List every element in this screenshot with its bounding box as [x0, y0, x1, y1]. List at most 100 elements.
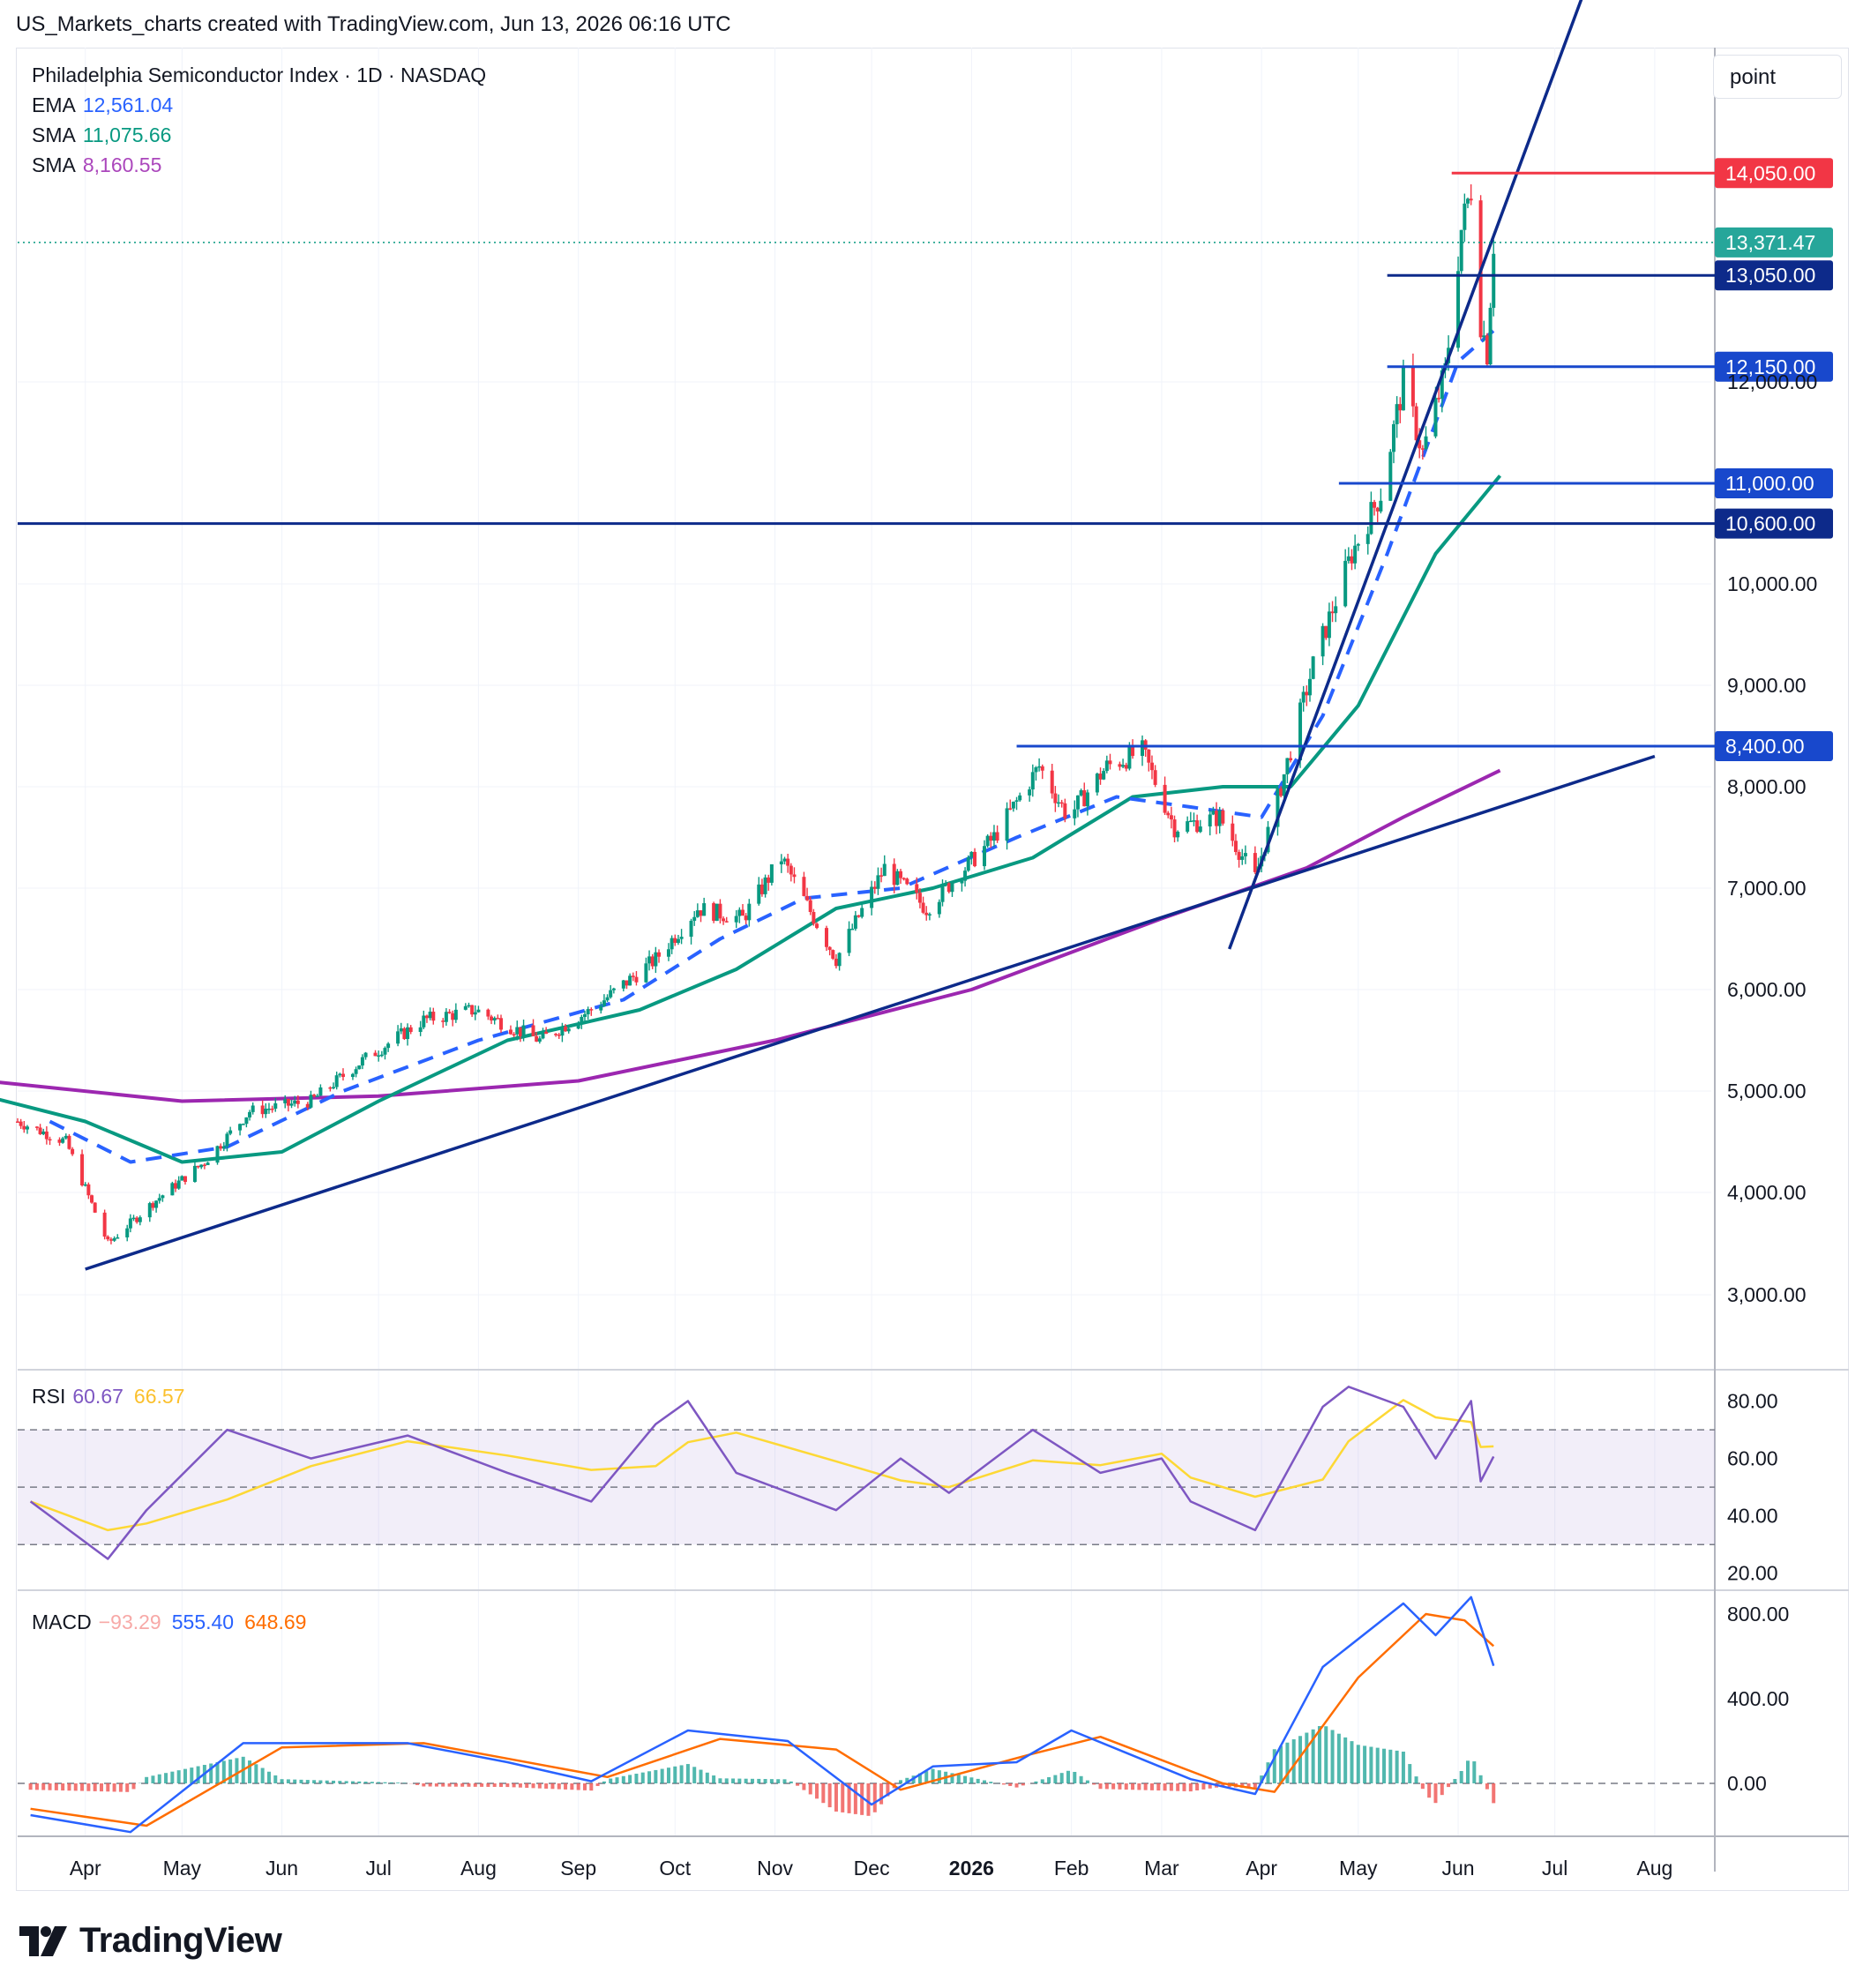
tradingview-logo[interactable]: TradingView [19, 1921, 282, 1961]
macd-histogram-bar [757, 1778, 761, 1783]
macd-histogram-bar [1440, 1783, 1444, 1796]
candle-body [86, 1184, 91, 1196]
ema-legend[interactable]: EMA 12,561.04 [32, 90, 486, 120]
level-price-tag-text: 13,050.00 [1725, 264, 1815, 287]
macd-histogram-bar [235, 1758, 239, 1783]
candle-body [621, 980, 625, 989]
candle-body [225, 1133, 229, 1147]
candle-body [1050, 770, 1054, 794]
candle-body [340, 1073, 345, 1078]
trendline[interactable] [1228, 0, 1594, 950]
candle-body [580, 1016, 584, 1024]
candle-body [1395, 404, 1399, 424]
macd-histogram-bar [1343, 1737, 1348, 1783]
macd-legend[interactable]: MACD −93.29 555.40 648.69 [32, 1607, 306, 1637]
candle-body [377, 1055, 381, 1058]
macd-histogram-bar [402, 1782, 407, 1783]
candle-body [560, 1026, 565, 1036]
macd-histogram-bar [1298, 1736, 1303, 1783]
candle-body [689, 920, 693, 938]
candle-body [966, 856, 970, 871]
candle-body [219, 1146, 223, 1149]
candle-body [106, 1237, 110, 1240]
trendline[interactable] [85, 754, 1656, 1271]
macd-histogram-bar [1085, 1780, 1089, 1783]
sma1-legend[interactable]: SMA 11,075.66 [32, 120, 486, 150]
macd-histogram-bar [338, 1781, 342, 1783]
macd-histogram-bar [1156, 1783, 1161, 1791]
price-unit-button[interactable]: point [1713, 55, 1842, 99]
macd-histogram-bar [54, 1783, 58, 1790]
candle-body [1350, 556, 1354, 564]
macd-histogram-bar [221, 1760, 226, 1783]
macd-histogram-bar [151, 1775, 155, 1783]
candle-body [16, 1121, 19, 1123]
macd-histogram-bar [1356, 1745, 1360, 1783]
time-tick-label: Sep [560, 1857, 596, 1880]
candle-body [312, 1095, 317, 1096]
candle-body [357, 1065, 362, 1070]
instrument-title[interactable]: Philadelphia Semiconductor Index · 1D · … [32, 64, 487, 86]
candle-body [611, 988, 616, 990]
candle-body [950, 883, 954, 893]
macd-histogram-bar [499, 1783, 503, 1788]
candle-body [57, 1140, 62, 1143]
candle-body [151, 1203, 155, 1208]
candle-body [985, 835, 990, 847]
candle-body [1108, 760, 1112, 765]
sma2-legend[interactable]: SMA 8,160.55 [32, 150, 486, 180]
macd-histogram-bar [712, 1775, 716, 1783]
candle-body [1166, 812, 1171, 816]
macd-histogram-bar [1014, 1783, 1019, 1788]
candle-body [131, 1217, 136, 1220]
rsi-legend[interactable]: RSI 60.67 66.57 [32, 1381, 184, 1411]
candle-body [824, 928, 828, 947]
time-tick-label: Jun [266, 1857, 298, 1880]
candle-body [628, 975, 632, 986]
candle-body [260, 1105, 265, 1115]
candle-body [354, 1069, 358, 1074]
macd-histogram-bar [1324, 1726, 1328, 1783]
candle-body [1034, 767, 1038, 773]
candle-body [769, 863, 774, 883]
macd-histogram-bar [1111, 1783, 1116, 1790]
candle-body [870, 886, 874, 908]
candle-body [847, 929, 851, 953]
candle-body [831, 950, 835, 959]
macd-histogram-bar [305, 1780, 310, 1783]
rsi-tick-label: 80.00 [1727, 1390, 1778, 1413]
macd-histogram-bar [1131, 1783, 1135, 1790]
candle-body [64, 1135, 68, 1139]
chart-caption: US_Markets_charts created with TradingVi… [16, 12, 731, 36]
macd-histogram-bar [350, 1781, 355, 1783]
macd-line [30, 1596, 1495, 1834]
macd-histogram-bar [963, 1775, 968, 1783]
candle-body [1424, 436, 1428, 450]
candle-body [1440, 370, 1444, 399]
macd-histogram-bar [80, 1783, 85, 1791]
candle-body [722, 918, 726, 922]
current-price-tag [1715, 227, 1833, 258]
candle-body [944, 883, 948, 885]
macd-histogram-bar [821, 1783, 826, 1804]
candle-body [135, 1217, 139, 1222]
candle-body [1365, 534, 1370, 544]
macd-histogram-bar [344, 1781, 348, 1783]
macd-histogram-bar [1291, 1739, 1296, 1783]
macd-histogram-bar [1260, 1775, 1264, 1783]
macd-histogram-bar [1163, 1783, 1167, 1791]
macd-histogram-bar [595, 1783, 600, 1786]
candle-body [1418, 440, 1422, 449]
level-price-tag [1715, 158, 1833, 189]
candle-body [679, 937, 684, 939]
candle-body [792, 874, 797, 878]
macd-legend-label: MACD [32, 1611, 92, 1633]
candle-body [451, 1013, 455, 1020]
candle-body [309, 1095, 313, 1108]
macd-histogram-bar [1447, 1783, 1451, 1788]
macd-histogram-bar [93, 1783, 97, 1791]
candle-body [1410, 366, 1415, 407]
time-tick-label: May [163, 1857, 202, 1880]
candle-body [872, 886, 877, 889]
